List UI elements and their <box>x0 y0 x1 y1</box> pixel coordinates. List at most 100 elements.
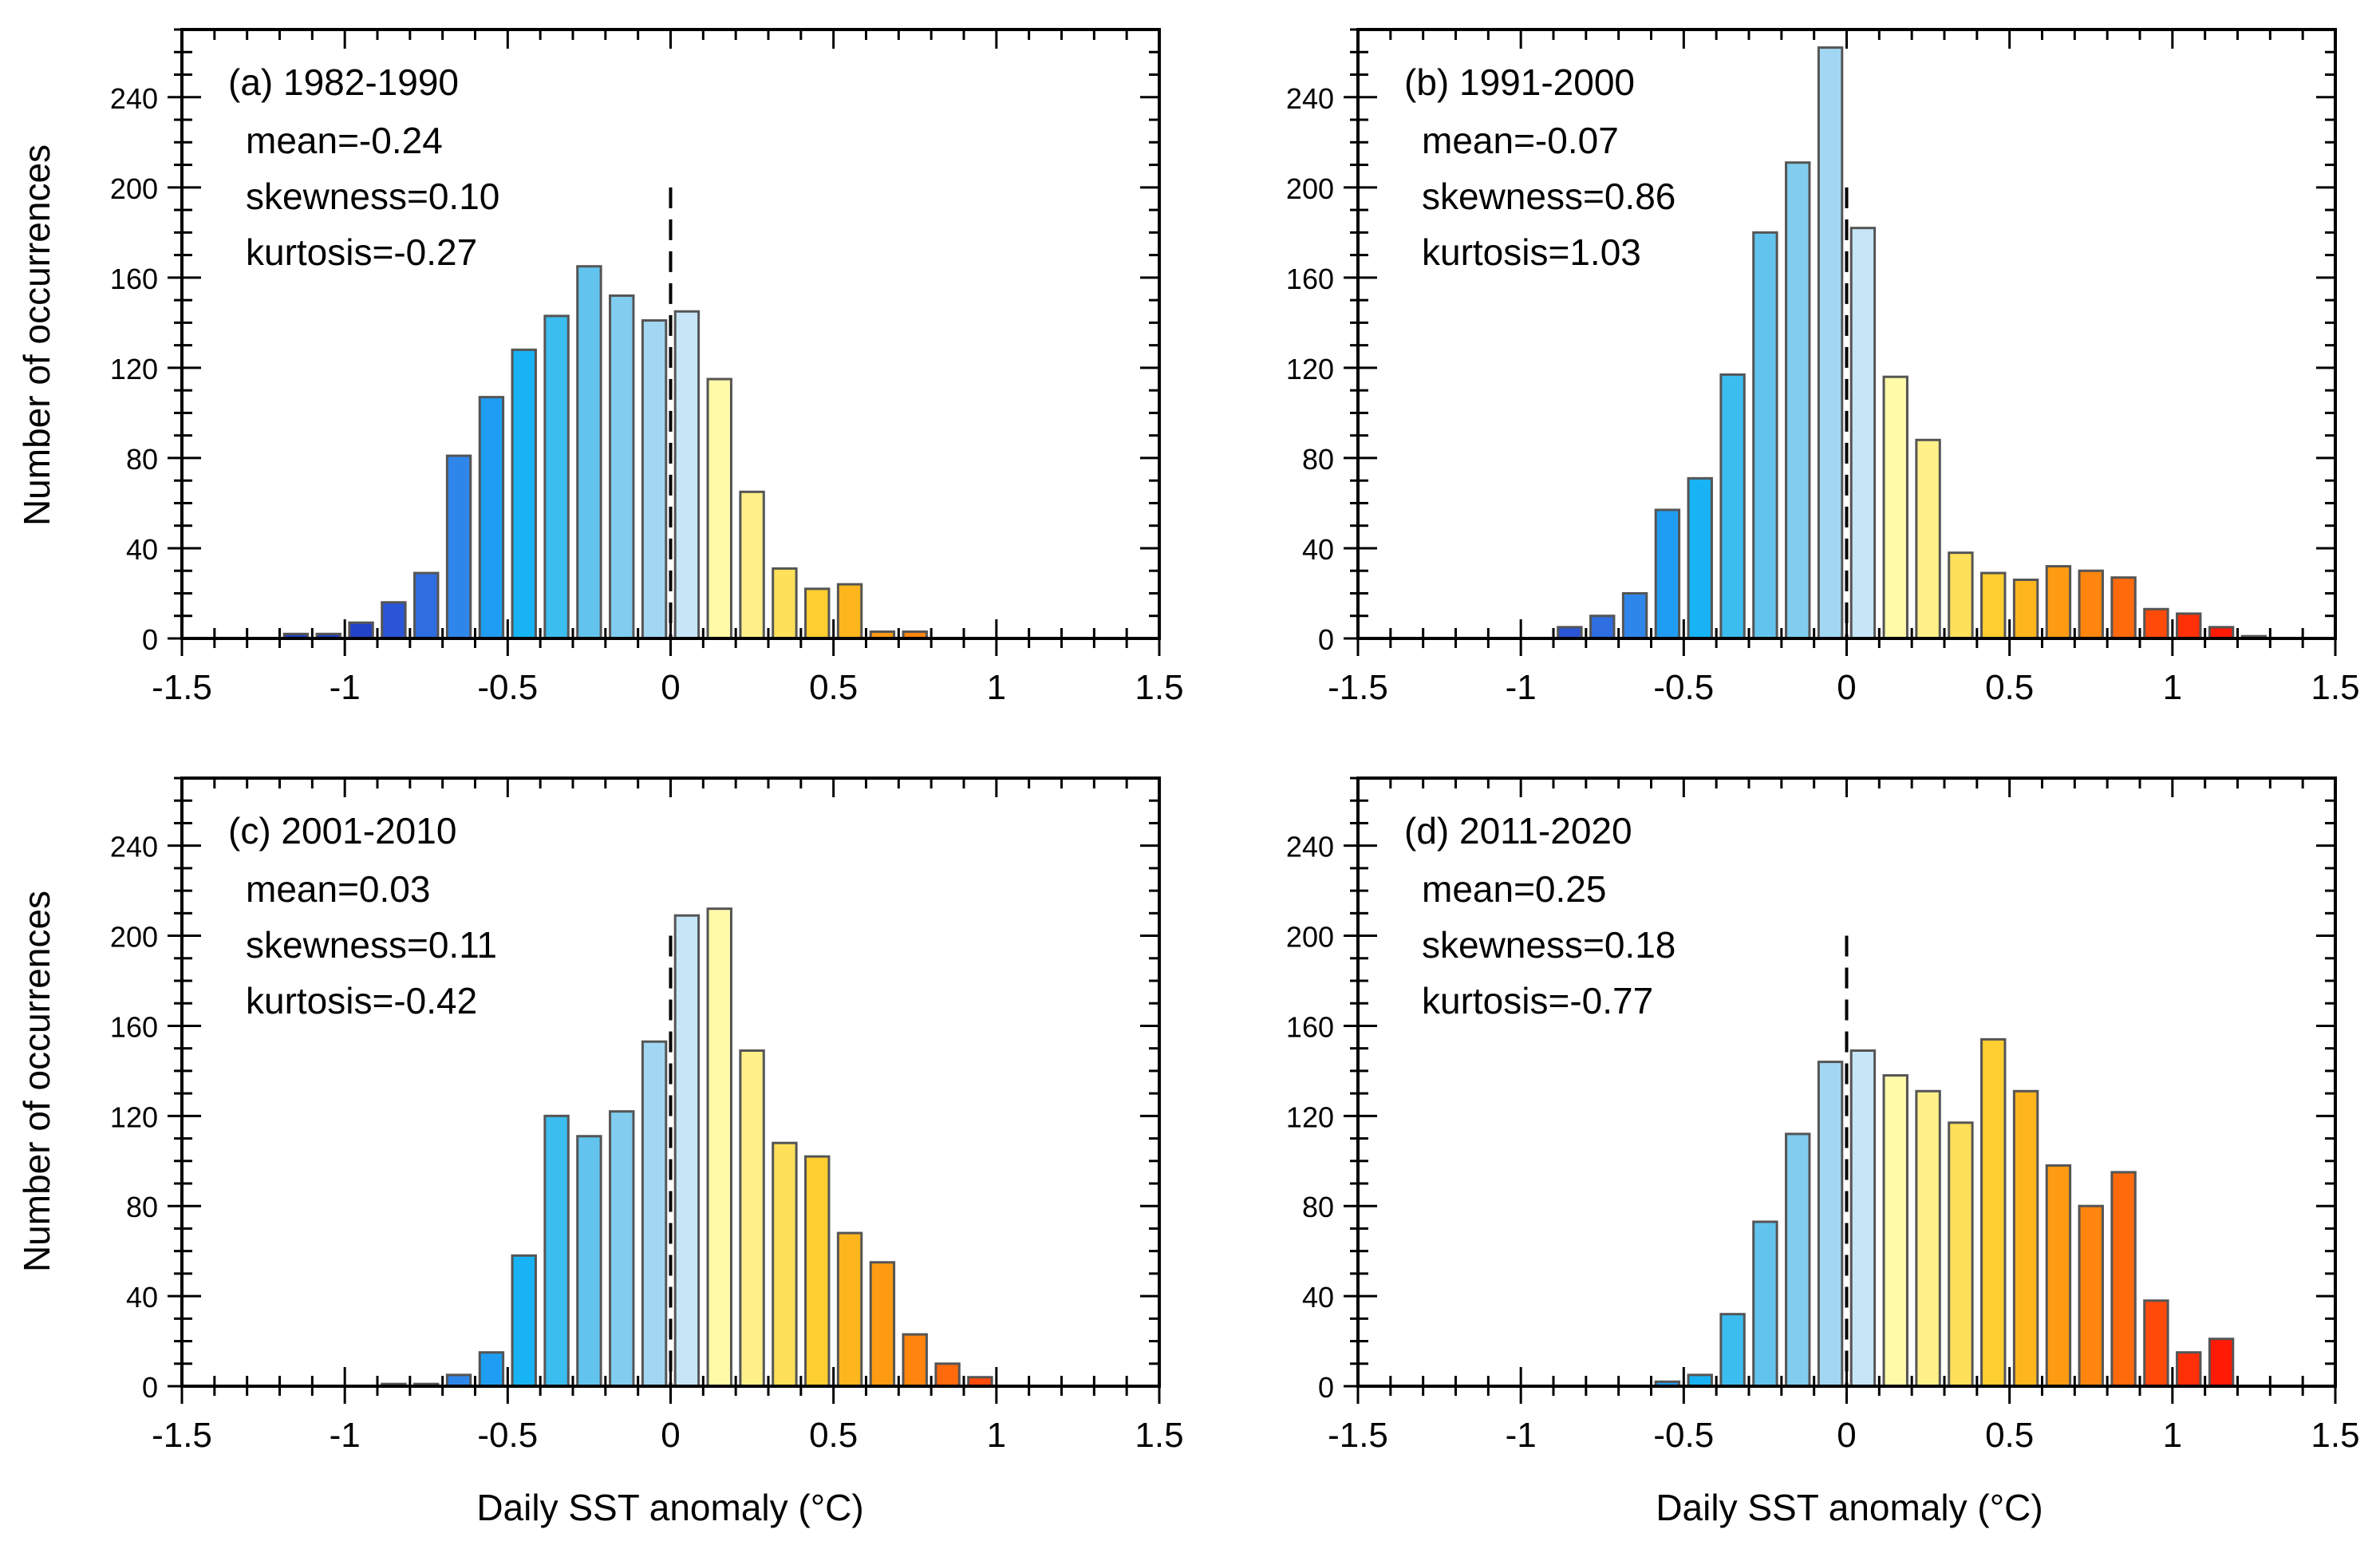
y-tick-label: 40 <box>126 533 158 566</box>
stat-annotation: skewness=0.86 <box>1422 176 1675 217</box>
bar <box>739 490 765 640</box>
x-tick-label: -1.5 <box>152 668 212 707</box>
stat-annotation: skewness=0.11 <box>246 924 497 966</box>
panel-label: (c) 2001-2010 <box>228 810 456 852</box>
x-tick-label: -0.5 <box>477 668 538 707</box>
x-axis-title-left: Daily SST anomaly (°C) <box>476 1487 863 1528</box>
y-tick-label: 160 <box>1286 263 1334 295</box>
bar <box>1687 476 1713 640</box>
stat-annotation: kurtosis=1.03 <box>1422 231 1641 273</box>
stat-annotation: kurtosis=-0.42 <box>246 980 477 1021</box>
bar <box>1817 1061 1844 1388</box>
bar <box>2110 576 2137 640</box>
bar <box>1980 1037 2007 1388</box>
y-tick-label: 80 <box>1302 1191 1334 1223</box>
x-tick-label: -1.5 <box>1328 668 1388 707</box>
bar <box>1849 227 1877 640</box>
x-tick-label: -1.5 <box>1328 1416 1388 1455</box>
bar <box>2110 1171 2137 1388</box>
bar <box>836 1231 863 1388</box>
x-tick-label: 0 <box>661 1416 680 1455</box>
stat-annotation: mean=0.03 <box>246 868 430 910</box>
bar <box>2176 612 2202 640</box>
y-tick-label: 240 <box>1286 831 1334 863</box>
x-tick-label: 1 <box>987 1416 1006 1455</box>
panel-a: -1.5 -1 -0.5 0 0.5 1 1.5 0 40 80 120 160 200 240 (a) 1… <box>110 28 1184 707</box>
bar <box>673 310 701 640</box>
bar <box>381 601 407 640</box>
bar <box>445 454 472 640</box>
y-tick-label: 120 <box>110 1101 158 1133</box>
stat-annotation: skewness=0.18 <box>1422 924 1675 966</box>
bar <box>1915 1089 1941 1388</box>
bar <box>2208 626 2235 640</box>
bar <box>706 907 732 1388</box>
stat-annotation: mean=-0.07 <box>1422 120 1619 161</box>
x-tick-label: -1 <box>1506 1416 1537 1455</box>
panel-label: (b) 1991-2000 <box>1404 61 1635 103</box>
x-tick-label: 1.5 <box>2311 668 2359 707</box>
y-tick-label: 40 <box>126 1281 158 1314</box>
x-tick-label: 1 <box>2163 668 2182 707</box>
bar <box>1719 373 1746 640</box>
x-tick-label: 0.5 <box>1985 1416 2034 1455</box>
y-axis-title-bottom: Number of occurrences <box>16 891 57 1272</box>
y-tick-label: 200 <box>110 172 158 205</box>
x-tick-label: 0.5 <box>1985 668 2034 707</box>
bar <box>1621 591 1648 640</box>
x-tick-label: -1 <box>330 668 361 707</box>
x-tick-label: -1 <box>330 1416 361 1455</box>
bar <box>609 294 635 640</box>
x-tick-label: 0 <box>1837 668 1856 707</box>
bar <box>1882 1074 1908 1388</box>
bar <box>641 319 668 640</box>
x-tick-label: 0 <box>661 668 680 707</box>
bar <box>804 1155 831 1388</box>
x-tick-label: -1.5 <box>152 1416 212 1455</box>
bar <box>1882 375 1908 640</box>
x-tick-label: 1 <box>987 668 1006 707</box>
stat-annotation: kurtosis=-0.77 <box>1422 980 1653 1021</box>
x-tick-label: -0.5 <box>1653 1416 1714 1455</box>
bar <box>739 1049 765 1388</box>
y-tick-label: 0 <box>1318 1371 1334 1404</box>
bar <box>1948 1121 1974 1388</box>
bar <box>2012 579 2039 640</box>
panel-c: -1.5 -1 -0.5 0 0.5 1 1.5 0 40 80 120 160 200 240 (c) 2… <box>110 776 1184 1455</box>
bar <box>1557 626 1583 640</box>
panel-b: -1.5 -1 -0.5 0 0.5 1 1.5 0 40 80 120 160 200 240 (b) 1… <box>1286 28 2360 707</box>
bar <box>1849 1049 1877 1388</box>
y-tick-label: 80 <box>126 1191 158 1223</box>
bar <box>1817 46 1844 640</box>
x-tick-label: 1 <box>2163 1416 2182 1455</box>
y-tick-label: 40 <box>1302 1281 1334 1314</box>
bar <box>2012 1089 2039 1388</box>
bar <box>706 377 732 640</box>
y-tick-label: 200 <box>110 921 158 954</box>
y-tick-label: 160 <box>110 263 158 295</box>
y-tick-label: 200 <box>1286 921 1334 954</box>
bar <box>1915 438 1941 640</box>
bar <box>2143 607 2169 640</box>
stat-annotation: mean=-0.24 <box>246 120 443 161</box>
panel-label: (d) 2011-2020 <box>1404 810 1632 852</box>
x-tick-label: 0.5 <box>809 1416 858 1455</box>
bar <box>641 1040 668 1388</box>
y-tick-label: 240 <box>1286 82 1334 115</box>
bar <box>2208 1338 2235 1388</box>
y-tick-label: 240 <box>110 831 158 863</box>
x-axis-title-right: Daily SST anomaly (°C) <box>1656 1487 2043 1528</box>
bar <box>1785 161 1811 640</box>
bar <box>1752 1220 1778 1388</box>
y-tick-label: 160 <box>1286 1010 1334 1043</box>
bar <box>413 571 440 640</box>
bar <box>478 396 505 640</box>
bar <box>1980 571 2007 640</box>
stat-annotation: mean=0.25 <box>1422 868 1606 910</box>
y-tick-label: 120 <box>110 353 158 385</box>
bar <box>2078 569 2104 640</box>
bar <box>609 1110 635 1388</box>
bar <box>934 1362 961 1388</box>
y-tick-label: 120 <box>1286 1101 1334 1133</box>
